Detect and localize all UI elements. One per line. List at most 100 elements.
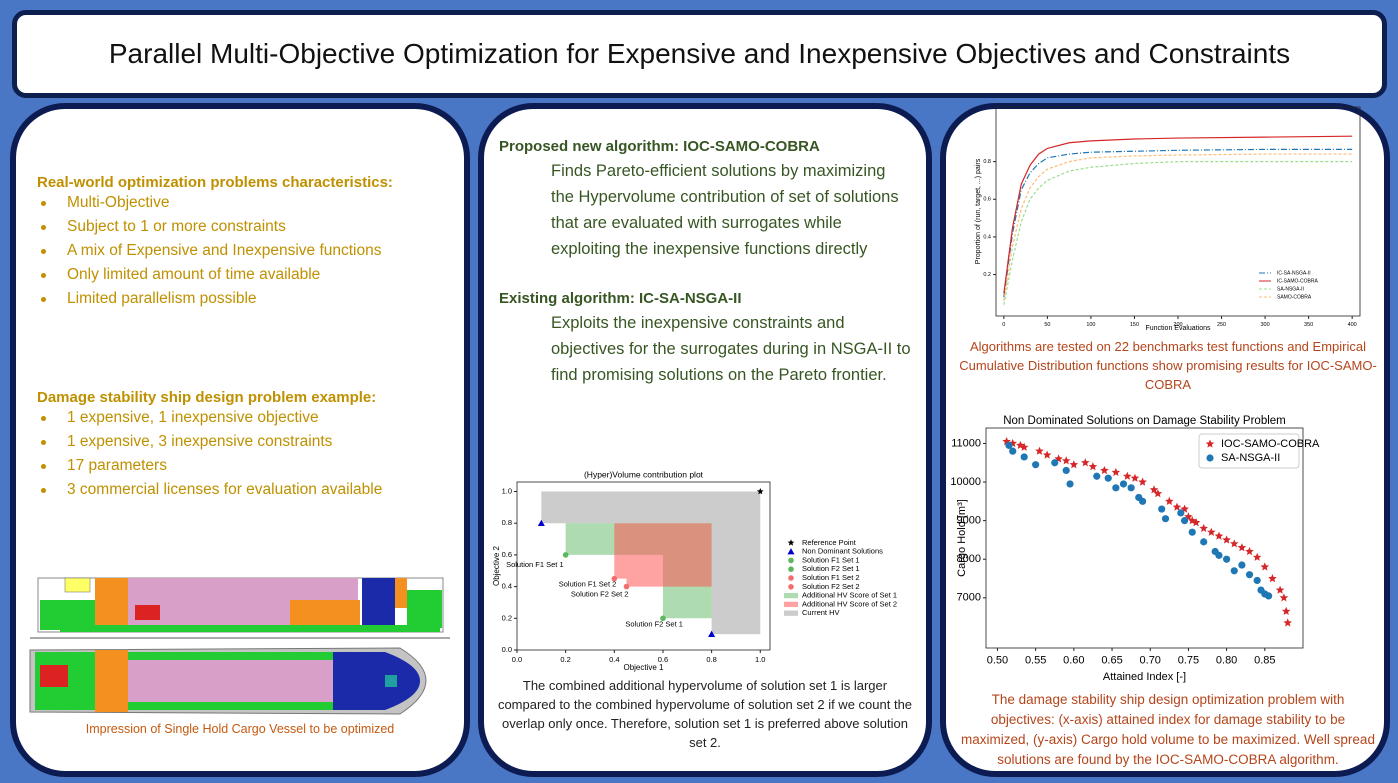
point xyxy=(1127,484,1135,492)
point xyxy=(1281,606,1291,615)
x-tick-label: 350 xyxy=(1304,322,1313,328)
point xyxy=(1172,502,1182,511)
y-tick-label: 11000 xyxy=(951,437,981,449)
point xyxy=(1161,515,1170,523)
x-tick-label: 100 xyxy=(1086,322,1095,328)
legend-swatch xyxy=(784,610,798,616)
point xyxy=(1238,561,1246,569)
legend-label: Current HV xyxy=(802,608,840,617)
legend-swatch xyxy=(788,584,794,590)
legend-label: SAMO-COBRA xyxy=(1277,294,1312,300)
point xyxy=(1020,453,1028,461)
legend-label: SA-NSGA-II xyxy=(1221,452,1280,464)
ship-part xyxy=(95,650,128,712)
plot-frame xyxy=(516,481,771,651)
point xyxy=(1066,480,1074,488)
point xyxy=(1069,460,1079,469)
poster-title: Parallel Multi-Objective Optimization fo… xyxy=(12,10,1387,98)
point-annotation: Solution F1 Set 1 xyxy=(506,560,564,569)
point xyxy=(1123,471,1132,480)
y-tick-label: 1.0 xyxy=(502,486,512,495)
point xyxy=(1088,462,1098,471)
x-tick-label: 0.70 xyxy=(1140,655,1161,667)
point xyxy=(1016,440,1025,449)
li: Subject to 1 or more constraints xyxy=(37,215,462,239)
ship-part xyxy=(333,652,420,710)
mh: Proposed new algorithm: IOC-SAMO-COBRA xyxy=(499,138,820,155)
legend-label: Solution F2 Set 1 xyxy=(802,564,860,573)
point xyxy=(623,583,630,590)
x-tick-label: 0.75 xyxy=(1178,655,1199,667)
legend-swatch xyxy=(787,539,795,546)
x-tick-label: 300 xyxy=(1260,322,1269,328)
legend-label: Reference Point xyxy=(802,538,857,547)
point xyxy=(1019,442,1029,451)
chart-title: (Hyper)Volume contribution plot xyxy=(584,469,704,479)
point xyxy=(1111,467,1121,476)
ship-part xyxy=(95,578,128,628)
point xyxy=(1062,466,1070,475)
point xyxy=(1207,527,1216,536)
point xyxy=(1253,576,1261,585)
point xyxy=(1153,489,1163,498)
mh: Existing algorithm: IC-SA-NSGA-II xyxy=(499,290,742,307)
li: A mix of Expensive and Inexpensive funct… xyxy=(37,239,462,263)
ship-part xyxy=(135,605,160,620)
section: Proposed new algorithm: IOC-SAMO-COBRA Fi… xyxy=(499,136,919,262)
y-tick-label: 0.6 xyxy=(502,550,512,559)
legend-label: SA-NSGA-II xyxy=(1277,286,1304,292)
point xyxy=(1081,458,1090,467)
li: 1 expensive, 1 inexpensive objective xyxy=(37,406,462,430)
point xyxy=(756,488,764,495)
x-tick-label: 200 xyxy=(1173,322,1182,328)
point xyxy=(1158,505,1166,513)
point xyxy=(1230,567,1238,575)
point xyxy=(1119,480,1128,488)
legend-swatch xyxy=(784,601,798,608)
point xyxy=(1230,539,1239,548)
legend-label: Solution F2 Set 2 xyxy=(802,582,860,591)
li: Only limited amount of time available xyxy=(37,263,462,287)
li: 3 commercial licenses for evaluation ava… xyxy=(37,478,462,502)
y-tick-label: 0.2 xyxy=(502,613,512,622)
point xyxy=(537,519,545,527)
y-tick-label: 10000 xyxy=(950,476,981,488)
legend-label: IC-SA-NSGA-II xyxy=(1277,270,1311,276)
point xyxy=(1035,446,1044,455)
y-axis-label: Proportion of (run, target, ...) pairs xyxy=(975,158,982,264)
ship-part xyxy=(40,665,68,687)
point xyxy=(1279,593,1289,602)
point xyxy=(1252,552,1262,561)
scatter-caption: The damage stability ship design optimiz… xyxy=(961,692,1375,767)
point xyxy=(1100,466,1109,475)
hv-region xyxy=(614,523,712,587)
y-tick-label: 0.2 xyxy=(983,272,991,278)
point xyxy=(708,630,716,637)
point xyxy=(562,552,569,558)
point xyxy=(1214,531,1224,540)
li: 1 expensive, 3 inexpensive constraints xyxy=(37,430,462,454)
point xyxy=(660,615,666,622)
mp: Finds Pareto-efficient solutions by maxi… xyxy=(551,162,899,258)
point xyxy=(1268,574,1277,583)
ship-part xyxy=(395,578,407,608)
legend-label: IC-SAMO-COBRA xyxy=(1277,278,1319,284)
x-tick-label: 250 xyxy=(1217,322,1226,328)
x-tick-label: 150 xyxy=(1130,322,1139,328)
li: Limited parallelism possible xyxy=(37,287,462,311)
x-axis-label: Attained Index [-] xyxy=(1103,671,1186,683)
point xyxy=(1093,472,1101,480)
point xyxy=(1180,504,1189,513)
legend-label: Additional HV Score of Set 1 xyxy=(802,591,897,600)
point xyxy=(1005,441,1013,449)
ship-part xyxy=(60,625,440,632)
x-axis-label: Function Evaluations xyxy=(1146,325,1211,332)
y-tick-label: 0.8 xyxy=(502,518,512,527)
series-line xyxy=(1003,148,1353,298)
point xyxy=(1260,562,1270,571)
x-tick-label: 0.55 xyxy=(1025,655,1046,667)
series-line xyxy=(1003,161,1353,305)
point xyxy=(1181,517,1189,525)
point-annotation: Solution F2 Set 1 xyxy=(625,619,683,628)
